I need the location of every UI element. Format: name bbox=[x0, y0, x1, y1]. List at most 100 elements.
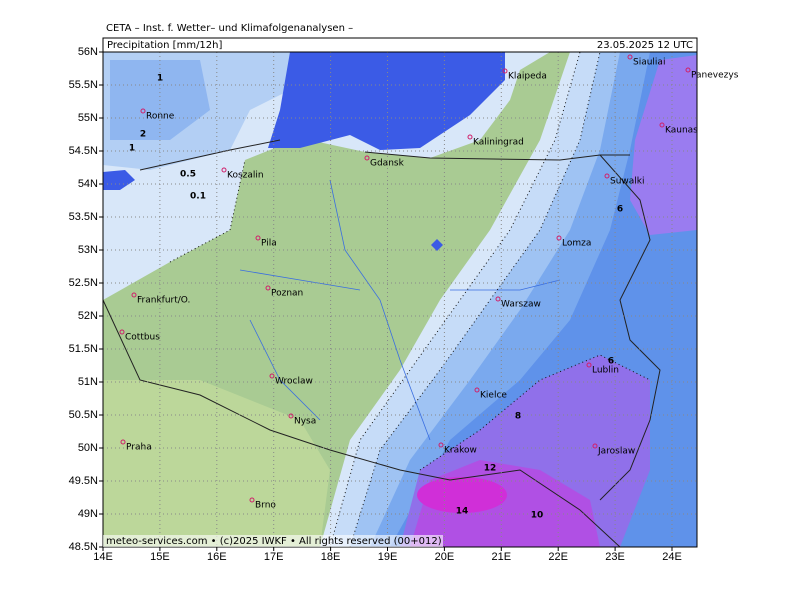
contour-label: 6 bbox=[617, 205, 623, 215]
city-label: Gdansk bbox=[370, 159, 405, 169]
contour-label: 1 bbox=[157, 74, 163, 84]
lat-label: 54N bbox=[78, 178, 98, 190]
city-label: Kaunas bbox=[665, 126, 698, 136]
lat-label: 50N bbox=[78, 442, 98, 454]
city-label: Lublin bbox=[592, 366, 619, 376]
city-dot bbox=[592, 443, 598, 449]
city-dot bbox=[119, 329, 125, 335]
city-label: Krakow bbox=[444, 446, 477, 456]
river bbox=[239, 179, 561, 441]
city-dot bbox=[265, 285, 271, 291]
lon-label: 15E bbox=[150, 551, 170, 563]
lat-label: 49.5N bbox=[69, 475, 98, 487]
city-label: Kaliningrad bbox=[473, 138, 524, 148]
contour-label: 0.1 bbox=[190, 192, 206, 202]
city-dot bbox=[120, 439, 126, 445]
lon-label: 22E bbox=[548, 551, 568, 563]
sea bbox=[268, 52, 505, 150]
valid-time: 23.05.2025 12 UTC bbox=[597, 40, 693, 51]
lon-label: 24E bbox=[662, 551, 682, 563]
lat-label: 56N bbox=[78, 46, 98, 58]
city-label: Cottbus bbox=[125, 333, 160, 343]
contour-label: 10 bbox=[531, 511, 544, 521]
city-dot bbox=[659, 122, 665, 128]
lon-label: 19E bbox=[378, 551, 398, 563]
contour-label: 6 bbox=[608, 357, 614, 367]
lon-label: 21E bbox=[492, 551, 512, 563]
lon-label: 14E bbox=[93, 551, 113, 563]
lat-label: 54.5N bbox=[69, 145, 98, 157]
city-label: Suwalki bbox=[610, 177, 645, 187]
map bbox=[103, 52, 697, 547]
lat-label: 53N bbox=[78, 244, 98, 256]
city-label: Lomza bbox=[562, 239, 591, 249]
lon-label: 18E bbox=[321, 551, 341, 563]
lat-label: 51N bbox=[78, 376, 98, 388]
city-dot bbox=[131, 292, 137, 298]
precip-max bbox=[417, 477, 507, 513]
city-label: Klaipeda bbox=[508, 72, 547, 82]
city-dot bbox=[255, 235, 261, 241]
lat-label: 50.5N bbox=[69, 409, 98, 421]
isoline bbox=[169, 52, 651, 547]
sea bbox=[103, 170, 135, 190]
city-dot bbox=[474, 387, 480, 393]
city-dot bbox=[288, 413, 294, 419]
contour-label: 8 bbox=[515, 412, 521, 422]
city-label: Panevezys bbox=[691, 71, 739, 81]
city-dot bbox=[495, 296, 501, 302]
city-label: Wroclaw bbox=[275, 377, 313, 387]
contour-label: 14 bbox=[456, 507, 469, 517]
city-label: Warszaw bbox=[501, 300, 541, 310]
lat-label: 53.5N bbox=[69, 211, 98, 223]
city-dot bbox=[438, 442, 444, 448]
city-dot bbox=[249, 497, 255, 503]
contour-label: 2 bbox=[140, 130, 146, 140]
city-dot bbox=[627, 54, 633, 60]
lat-label: 55N bbox=[78, 112, 98, 124]
overlay: Ronne Koszalin Pila Poznan Frankfurt/O. Cottb… bbox=[103, 52, 739, 547]
city-label: Jaroslaw bbox=[597, 447, 635, 457]
lat-label: 48.5N bbox=[69, 541, 98, 553]
source: CETA – Inst. f. Wetter– und Klimafolgena… bbox=[106, 23, 353, 34]
contour-label: 1 bbox=[129, 144, 135, 154]
contour-label: 12 bbox=[484, 464, 497, 474]
city-label: Frankfurt/O. bbox=[137, 296, 190, 306]
lat-label: 52N bbox=[78, 310, 98, 322]
city-dot bbox=[556, 235, 562, 241]
border bbox=[103, 139, 661, 547]
city-dot bbox=[364, 155, 370, 161]
marker bbox=[431, 239, 443, 251]
lat-label: 49N bbox=[78, 508, 98, 520]
land-high bbox=[103, 380, 330, 547]
lon-label: 20E bbox=[435, 551, 455, 563]
city-dot bbox=[604, 173, 610, 179]
city-label: Pila bbox=[261, 239, 277, 249]
lon-label: 16E bbox=[207, 551, 227, 563]
city-dot bbox=[269, 373, 275, 379]
footer-box bbox=[103, 535, 443, 547]
city-dot bbox=[221, 167, 227, 173]
city-label: Brno bbox=[255, 501, 276, 511]
city-label: Praha bbox=[126, 443, 152, 453]
city-label: Koszalin bbox=[227, 171, 264, 181]
precip-area bbox=[630, 55, 697, 235]
city-dot bbox=[140, 108, 146, 114]
city-label: Siauliai bbox=[633, 58, 665, 68]
lat-label: 51.5N bbox=[69, 343, 98, 355]
city-dot bbox=[586, 362, 592, 368]
lon-label: 23E bbox=[605, 551, 625, 563]
footer: meteo-services.com • (c)2025 IWKF • All … bbox=[106, 536, 442, 547]
city-dot bbox=[685, 67, 691, 73]
lat-label: 55.5N bbox=[69, 79, 98, 91]
city-label: Nysa bbox=[294, 417, 316, 427]
city-dot bbox=[467, 134, 473, 140]
contour-label: 0.5 bbox=[180, 170, 196, 180]
city-label: Ronne bbox=[146, 112, 175, 122]
city-label: Poznan bbox=[271, 289, 303, 299]
lat-label: 52.5N bbox=[69, 277, 98, 289]
lon-label: 17E bbox=[264, 551, 284, 563]
city-label: Kielce bbox=[480, 391, 507, 401]
title: Precipitation [mm/12h] bbox=[107, 40, 222, 51]
